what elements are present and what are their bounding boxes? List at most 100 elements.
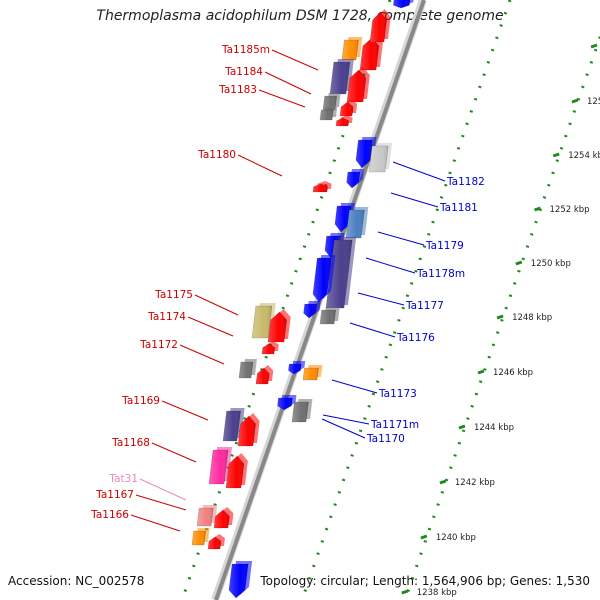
gene-block	[319, 107, 338, 121]
gene-block	[191, 528, 210, 546]
label-leader	[237, 154, 283, 177]
gene-shine	[238, 416, 256, 446]
gene-shine	[320, 110, 334, 120]
ruler-label: 1240 kbp	[436, 533, 476, 543]
genes-group	[191, 0, 414, 599]
gene-block	[346, 169, 364, 189]
gene-label-left: Ta1180	[197, 149, 236, 161]
ruler-label: 1250 kbp	[531, 259, 571, 269]
ruler-major-tick	[571, 98, 579, 104]
gene-label-left: Ta1172	[139, 339, 178, 351]
gene-block	[335, 115, 353, 127]
ruler-major-tick	[477, 369, 485, 375]
gene-label-left: Ta1183	[218, 84, 257, 96]
label-leader	[130, 514, 181, 532]
gene-shine	[369, 146, 389, 172]
gene-label-right: Ta1179	[425, 240, 464, 252]
gene-label-right: Ta1170	[366, 433, 405, 445]
gene-block	[355, 137, 377, 169]
gene-shine	[256, 368, 270, 384]
gene-block	[345, 207, 369, 239]
label-leader	[271, 49, 319, 71]
label-leader	[258, 89, 306, 108]
gene-label-right: Ta1178m	[416, 268, 465, 280]
label-leader	[135, 494, 187, 511]
gene-shine	[292, 402, 309, 422]
gene-shine	[334, 206, 352, 232]
ruler-major-tick	[439, 479, 447, 485]
gene-shine	[340, 102, 354, 116]
gene-shine	[342, 40, 359, 60]
gene-shine	[323, 96, 337, 110]
gene-shine	[355, 140, 373, 168]
gene-shine	[252, 306, 272, 338]
ruler-label: 1242 kbp	[455, 478, 495, 488]
gene-shine	[197, 508, 214, 526]
gene-block	[288, 361, 306, 375]
gene-shine	[228, 564, 249, 598]
gene-block	[277, 395, 297, 411]
label-leader	[264, 71, 312, 95]
label-leader	[179, 344, 225, 365]
gene-block	[359, 35, 383, 71]
gene-label-right: Ta1176	[396, 332, 435, 344]
gene-shine	[320, 310, 336, 324]
gene-block	[228, 561, 253, 599]
label-leader	[331, 379, 378, 394]
gene-label-right: Ta1182	[446, 176, 485, 188]
gene-label-right: Ta1181	[439, 202, 478, 214]
gene-block	[368, 143, 393, 173]
gene-shine	[313, 184, 328, 192]
label-leader	[377, 231, 425, 246]
ruler-label: 1256 kbp	[587, 97, 600, 107]
gene-block	[312, 255, 336, 303]
genome-title: Thermoplasma acidophilum DSM 1728, compl…	[96, 8, 504, 24]
label-leader	[392, 161, 446, 182]
gene-shine	[208, 537, 221, 549]
label-leader	[365, 257, 416, 274]
gene-shine	[209, 450, 229, 484]
gene-shine	[268, 312, 287, 342]
gene-block	[237, 413, 260, 447]
ruler-major-tick	[534, 206, 541, 212]
gene-shine	[192, 531, 206, 545]
gene-block	[213, 507, 234, 529]
gene-shine	[346, 210, 365, 238]
gene-label-left: Ta1168	[111, 437, 150, 449]
ruler-major-tick	[496, 314, 504, 320]
gene-block	[393, 0, 414, 9]
gene-label-left: Ta1166	[90, 509, 129, 521]
gene-shine	[360, 38, 379, 70]
gene-block	[319, 307, 340, 325]
gene-block	[261, 341, 279, 355]
ruler-major-tick	[515, 260, 523, 266]
gene-shine	[262, 344, 275, 354]
gene-block	[255, 365, 274, 385]
gene-block	[208, 447, 233, 485]
label-leader	[357, 292, 405, 306]
gene-block	[341, 37, 363, 61]
gene-label-right: Ta1177	[405, 300, 444, 312]
gene-label-left: Ta1175	[154, 289, 193, 301]
gene-block	[222, 408, 245, 442]
gene-shine	[223, 411, 241, 441]
gene-label-left: Ta1184	[224, 66, 263, 78]
gene-shine	[303, 304, 317, 318]
ruler-major-tick	[590, 43, 598, 49]
ruler-label: 1244 kbp	[474, 423, 514, 433]
ruler-label: 1246 kbp	[493, 368, 533, 378]
gene-block	[302, 365, 323, 381]
gene-shine	[239, 362, 253, 378]
gene-block	[196, 505, 218, 527]
gene-label-left: Ta1169	[121, 395, 160, 407]
gene-block	[303, 301, 321, 319]
label-leader	[322, 414, 370, 425]
gene-shine	[346, 172, 360, 188]
ruler-major-tick	[420, 534, 428, 540]
label-leader	[321, 418, 366, 439]
accession-text: Accession: NC_002578	[8, 574, 145, 588]
ruler-label: 1238 kbp	[417, 588, 457, 598]
gene-shine	[214, 510, 230, 528]
